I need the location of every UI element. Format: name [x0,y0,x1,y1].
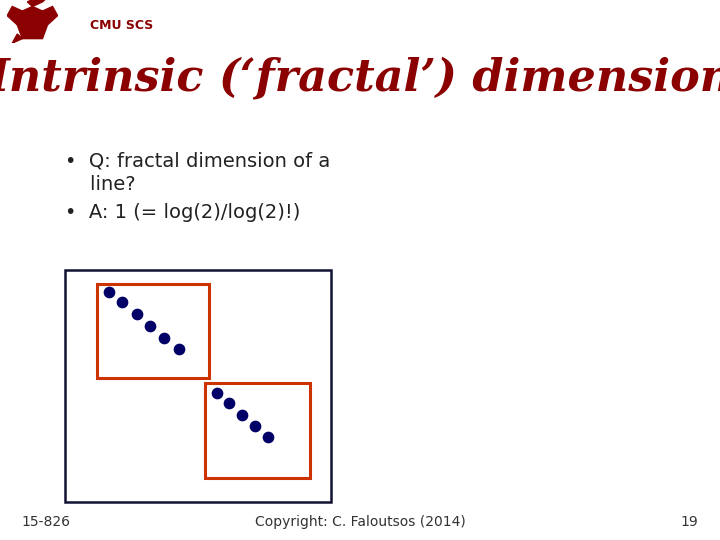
Point [223,399,235,408]
Text: •  A: 1 (= log(2)/log(2)!): • A: 1 (= log(2)/log(2)!) [65,202,300,221]
Point [158,333,170,342]
Polygon shape [7,6,22,25]
Point [144,321,156,330]
Polygon shape [17,6,48,39]
Text: Copyright: C. Faloutsos (2014): Copyright: C. Faloutsos (2014) [255,515,465,529]
Polygon shape [12,34,22,43]
Point [173,345,184,354]
Bar [205,383,310,478]
Text: line?: line? [65,176,135,194]
Text: 15-826: 15-826 [22,515,71,529]
Text: 19: 19 [680,515,698,529]
Text: CMU SCS: CMU SCS [90,19,153,32]
Point [131,310,143,319]
Polygon shape [42,6,58,25]
Bar [65,270,331,502]
Point [249,421,261,430]
Point [212,389,223,397]
Text: Intrinsic (‘fractal’) dimension: Intrinsic (‘fractal’) dimension [0,57,720,100]
Polygon shape [27,0,48,6]
Point [117,298,128,307]
Point [104,287,115,296]
Text: •  Q: fractal dimension of a: • Q: fractal dimension of a [65,151,330,170]
Point [262,433,274,442]
Bar [97,284,209,378]
Point [236,410,248,419]
